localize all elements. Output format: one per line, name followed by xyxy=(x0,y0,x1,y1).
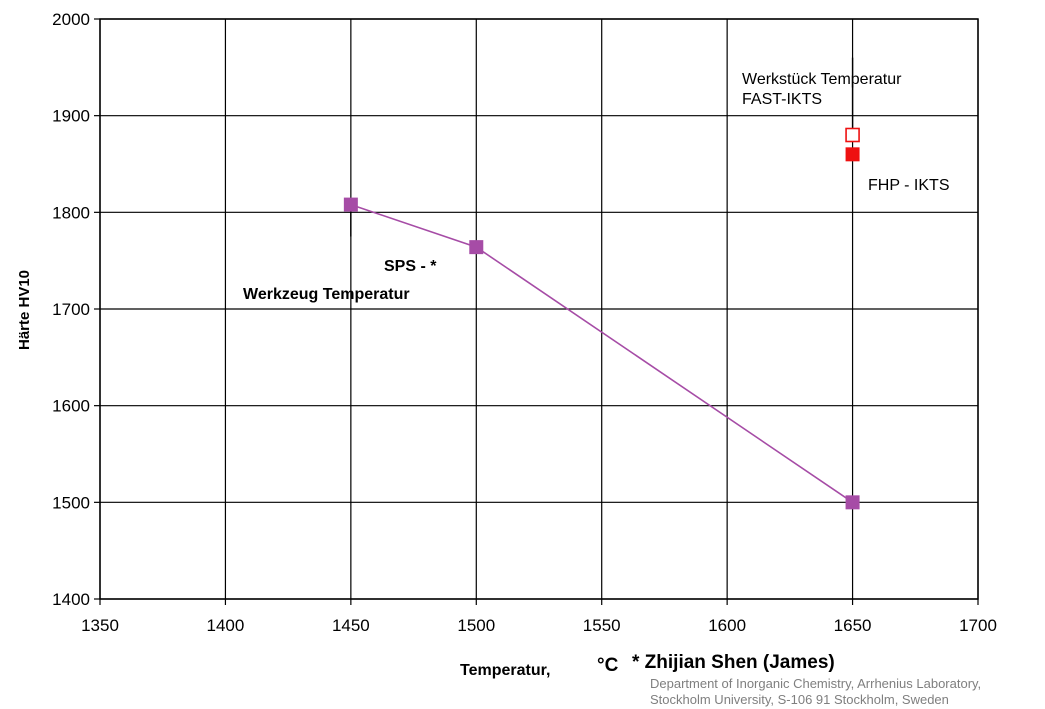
annotation-fast-ikts: FAST-IKTS xyxy=(742,91,822,108)
annotation-sps: SPS - * xyxy=(384,258,437,275)
credit-author: * Zhijian Shen (James) xyxy=(632,652,835,673)
tick-label-x-1500: 1500 xyxy=(457,616,495,635)
data-series xyxy=(343,57,860,510)
tick-label-y-1500: 1500 xyxy=(52,493,90,512)
tick-label-y-1900: 1900 xyxy=(52,107,90,126)
x-axis-ticks: 1350 1400 1450 1500 1550 1600 1650 1700 xyxy=(81,599,997,635)
y-axis-label: Härte HV10 xyxy=(16,270,33,350)
tick-label-x-1550: 1550 xyxy=(583,616,621,635)
annotation-werkzeug-temperatur: Werkzeug Temperatur xyxy=(243,286,410,303)
y-axis-ticks: 1400 1500 1600 1700 1800 1900 2000 xyxy=(52,10,100,609)
tick-label-y-1400: 1400 xyxy=(52,590,90,609)
tick-label-x-1600: 1600 xyxy=(708,616,746,635)
tick-label-x-1650: 1650 xyxy=(834,616,872,635)
data-point-s2-0 xyxy=(845,127,860,143)
credit-affiliation-line2: Stockholm University, S-106 91 Stockholm… xyxy=(650,692,949,707)
annotation-fhp-ikts: FHP - IKTS xyxy=(868,177,950,194)
x-axis-unit: °C xyxy=(597,655,619,676)
annotations: SPS - * Werkzeug Temperatur Werkstück Te… xyxy=(243,71,950,303)
tick-label-x-1400: 1400 xyxy=(207,616,245,635)
data-point-s0-1 xyxy=(469,240,484,255)
x-axis-label: Temperatur, xyxy=(460,662,551,679)
tick-label-y-2000: 2000 xyxy=(52,10,90,29)
tick-label-x-1350: 1350 xyxy=(81,616,119,635)
tick-label-y-1800: 1800 xyxy=(52,203,90,222)
tick-label-y-1600: 1600 xyxy=(52,397,90,416)
data-point-s0-2 xyxy=(845,495,860,510)
tick-label-x-1450: 1450 xyxy=(332,616,370,635)
credit-affiliation-line1: Department of Inorganic Chemistry, Arrhe… xyxy=(650,676,982,691)
annotation-werkstueck-temperatur: Werkstück Temperatur xyxy=(742,71,902,88)
tick-label-y-1700: 1700 xyxy=(52,300,90,319)
grid-lines xyxy=(99,18,979,600)
data-point-s1-0 xyxy=(845,147,860,162)
tick-label-x-1700: 1700 xyxy=(959,616,997,635)
data-point-s0-0 xyxy=(343,197,358,212)
